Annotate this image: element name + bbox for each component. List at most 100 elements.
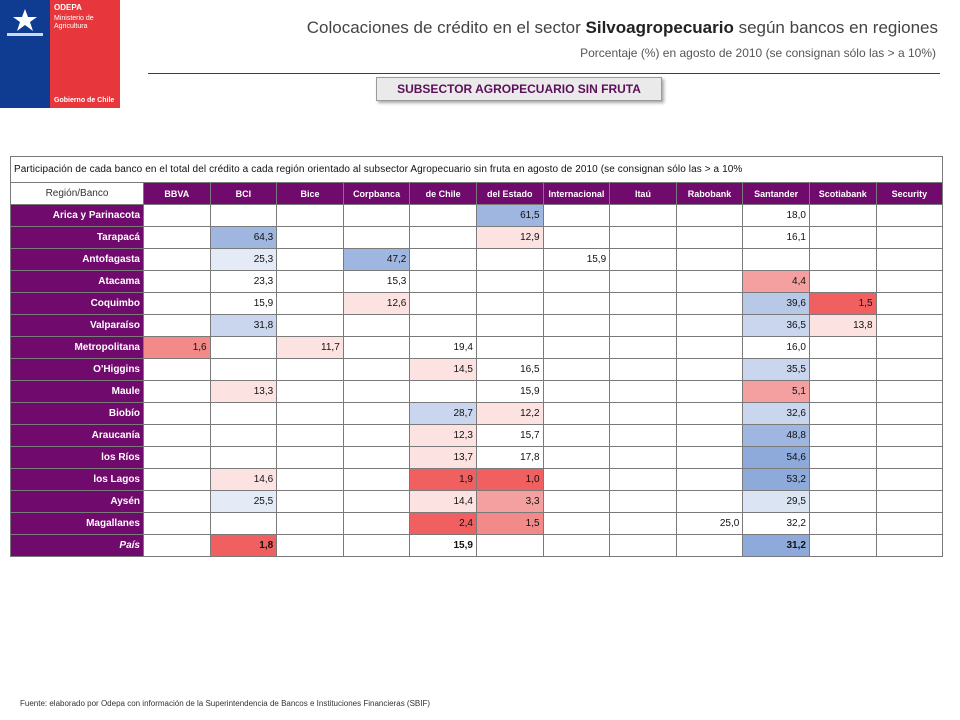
value-cell: 48,8	[742, 424, 810, 447]
value-cell	[143, 358, 211, 381]
value-cell	[675, 380, 744, 403]
value-cell	[675, 226, 744, 249]
value-cell: 36,5	[742, 314, 810, 337]
value-cell: 19,4	[409, 336, 477, 359]
value-cell	[675, 292, 744, 315]
value-cell: 16,0	[742, 336, 810, 359]
region-label: Magallanes	[10, 512, 144, 535]
table-row: Tarapacá 64,3 12,9 16,1	[10, 226, 944, 249]
value-cell	[808, 424, 877, 447]
value-cell	[609, 204, 677, 227]
value-cell	[342, 446, 411, 469]
value-cell	[475, 336, 544, 359]
logo-org-name: ODEPA	[54, 3, 82, 12]
value-cell	[609, 512, 677, 535]
value-cell: 1,5	[808, 292, 877, 315]
value-cell	[143, 490, 211, 513]
value-cell	[143, 402, 211, 425]
logo-red-panel: ODEPA Ministerio de Agricultura Gobierno…	[50, 0, 120, 108]
value-cell: 1,8	[209, 534, 278, 557]
value-cell	[276, 534, 344, 557]
value-cell	[875, 314, 944, 337]
value-cell	[609, 314, 677, 337]
value-cell	[542, 292, 611, 315]
value-cell	[609, 380, 677, 403]
region-label: Metropolitana	[10, 336, 144, 359]
table-row: los Ríos 13,7 17,8 54,6	[10, 446, 944, 469]
value-cell	[276, 204, 344, 227]
value-cell: 47,2	[342, 248, 411, 271]
value-cell	[875, 446, 944, 469]
value-cell	[143, 204, 211, 227]
region-label: los Ríos	[10, 446, 144, 469]
value-cell	[475, 270, 544, 293]
value-cell	[875, 468, 944, 491]
value-cell: 54,6	[742, 446, 810, 469]
value-cell: 1,5	[475, 512, 544, 535]
bank-header: Rabobank	[675, 182, 744, 205]
value-cell	[808, 336, 877, 359]
subsector-label: SUBSECTOR AGROPECUARIO SIN FRUTA	[376, 77, 662, 101]
source-note: Fuente: elaborado por Odepa con informac…	[20, 699, 431, 708]
value-cell: 3,3	[475, 490, 544, 513]
value-cell	[609, 446, 677, 469]
value-cell	[143, 270, 211, 293]
value-cell: 25,3	[209, 248, 278, 271]
table-row: los Lagos 14,6 1,9 1,0 53,2	[10, 468, 944, 491]
region-label: Maule	[10, 380, 144, 403]
bank-header: Bice	[276, 182, 344, 205]
value-cell	[475, 314, 544, 337]
value-cell	[742, 248, 810, 271]
value-cell: 14,6	[209, 468, 278, 491]
value-cell: 14,5	[409, 358, 477, 381]
value-cell: 15,9	[475, 380, 544, 403]
value-cell	[875, 226, 944, 249]
value-cell	[409, 314, 477, 337]
value-cell: 12,9	[475, 226, 544, 249]
value-cell	[409, 380, 477, 403]
corner-header: Región/Banco	[10, 182, 144, 205]
value-cell	[409, 204, 477, 227]
bank-header: Corpbanca	[342, 182, 411, 205]
value-cell: 16,5	[475, 358, 544, 381]
value-cell	[276, 270, 344, 293]
value-cell	[342, 424, 411, 447]
value-cell: 11,7	[276, 336, 344, 359]
value-cell	[542, 270, 611, 293]
value-cell	[675, 446, 744, 469]
value-cell	[875, 490, 944, 513]
value-cell	[276, 490, 344, 513]
value-cell: 18,0	[742, 204, 810, 227]
value-cell	[542, 314, 611, 337]
value-cell: 15,9	[542, 248, 611, 271]
value-cell: 31,2	[742, 534, 810, 557]
value-cell	[409, 226, 477, 249]
value-cell: 4,4	[742, 270, 810, 293]
value-cell	[475, 292, 544, 315]
gobierno-logo: ODEPA Ministerio de Agricultura Gobierno…	[0, 0, 120, 108]
value-cell	[875, 248, 944, 271]
logo-blue-panel	[0, 0, 50, 108]
value-cell	[675, 534, 744, 557]
value-cell	[409, 248, 477, 271]
value-cell	[209, 446, 278, 469]
table-row: Magallanes 2,4 1,5 25,0 32,2	[10, 512, 944, 535]
value-cell	[808, 402, 877, 425]
value-cell	[276, 292, 344, 315]
value-cell	[342, 226, 411, 249]
credit-share-table: Participación de cada banco en el total …	[9, 156, 944, 557]
value-cell	[875, 292, 944, 315]
title-divider	[148, 73, 940, 74]
value-cell	[143, 380, 211, 403]
coat-of-arms-icon	[7, 9, 43, 36]
value-cell	[808, 270, 877, 293]
table-row: Valparaíso 31,8 36,5 13,8	[10, 314, 944, 337]
value-cell	[875, 512, 944, 535]
table-row: Maule 13,3 15,9 5,1	[10, 380, 944, 403]
value-cell	[808, 446, 877, 469]
value-cell: 17,8	[475, 446, 544, 469]
value-cell	[342, 512, 411, 535]
value-cell	[143, 226, 211, 249]
value-cell	[609, 490, 677, 513]
value-cell	[675, 468, 744, 491]
